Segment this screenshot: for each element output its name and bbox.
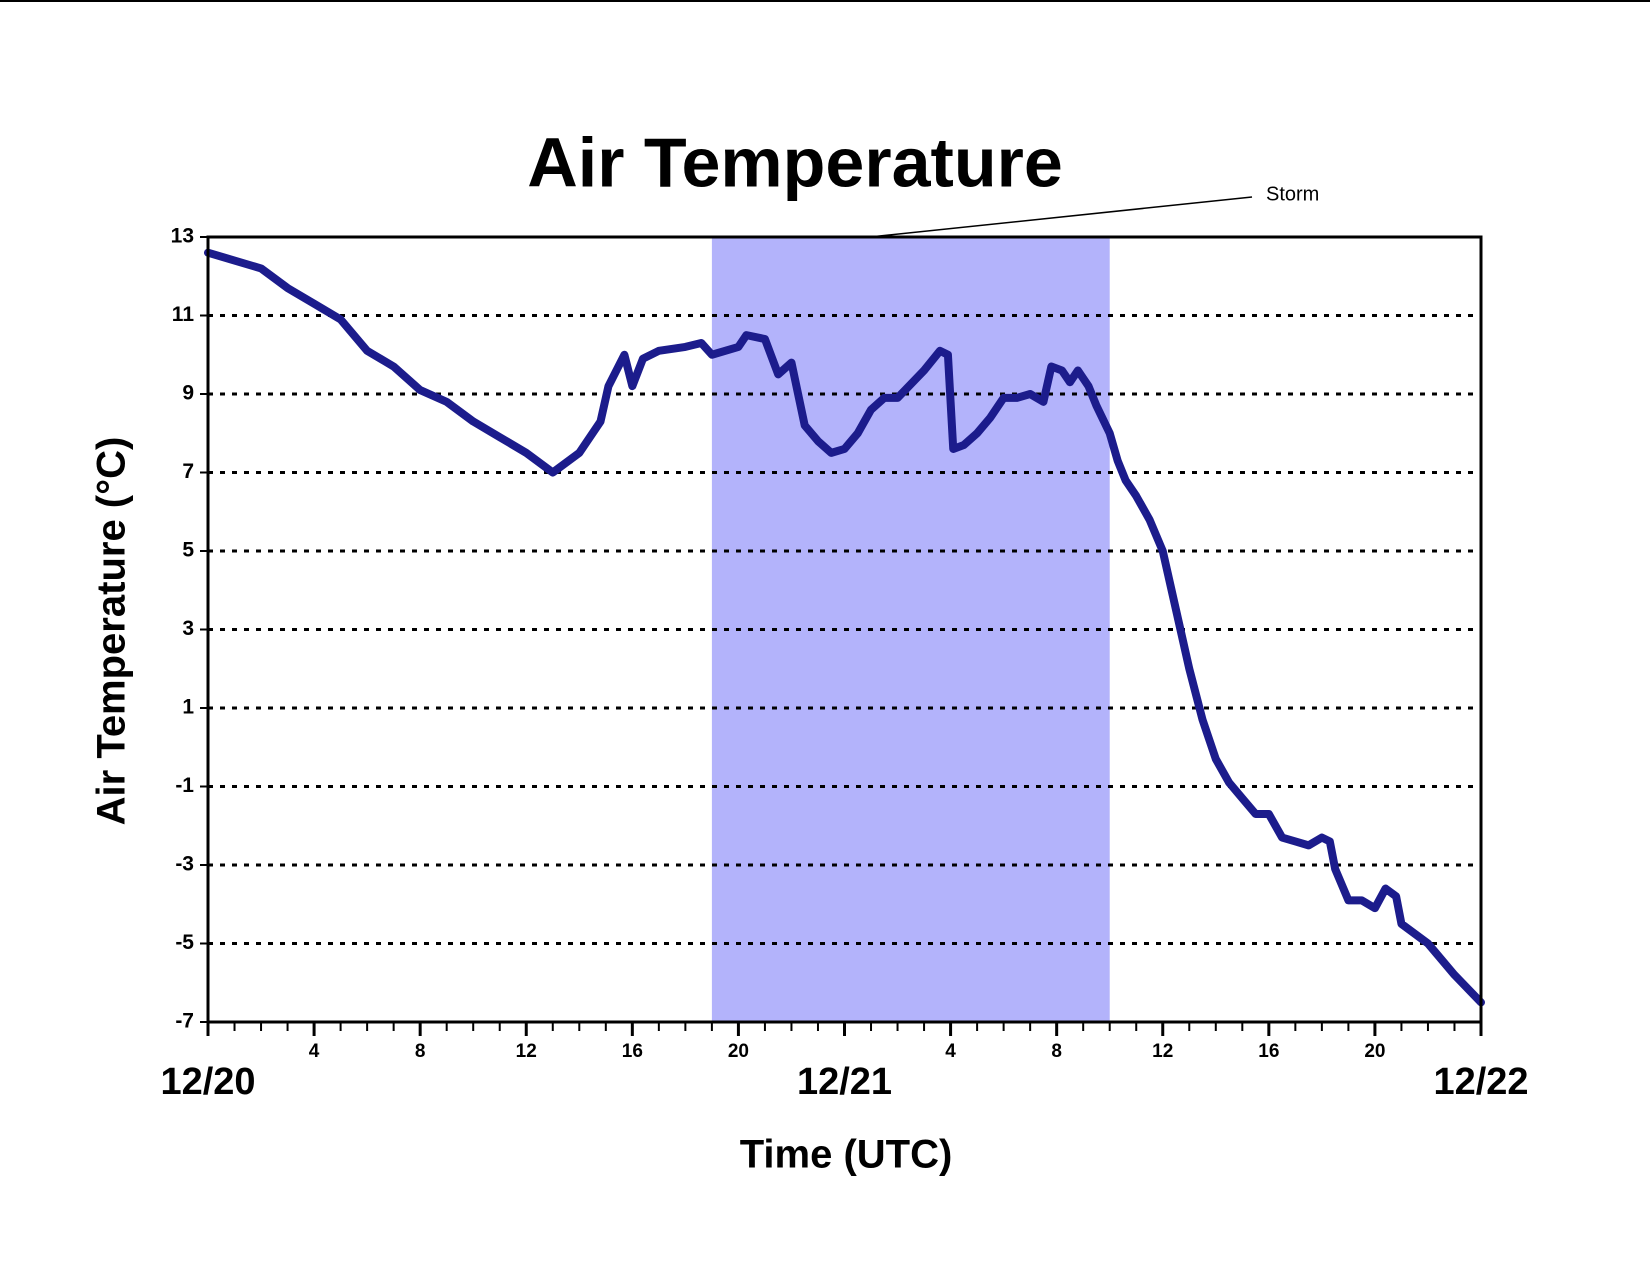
- x-tick-label: 16: [1258, 1041, 1279, 1062]
- annotation-text: Storm: [1266, 183, 1319, 205]
- y-tick-label: 11: [172, 303, 195, 326]
- y-tick-label: -3: [175, 853, 194, 876]
- x-tick-label: 16: [622, 1041, 643, 1062]
- y-tick-label: -7: [175, 1010, 194, 1033]
- y-tick-label: 1: [182, 696, 194, 719]
- chart-title: Air Temperature: [527, 123, 1063, 201]
- y-tick-label: -5: [175, 931, 194, 954]
- temperature-line: [204, 248, 1485, 1007]
- plot-frame: [206, 235, 1483, 1024]
- y-tick-label: 3: [182, 617, 194, 640]
- x-tick-label: 12: [516, 1041, 537, 1062]
- x-tick-label: 20: [1364, 1041, 1385, 1062]
- y-tick-label: 7: [182, 460, 194, 483]
- x-date-label: 12/21: [797, 1061, 892, 1103]
- x-tick-label: 4: [945, 1041, 956, 1062]
- x-tick-label: 4: [309, 1041, 320, 1062]
- y-axis-label: Air Temperature (°C): [90, 437, 134, 826]
- x-tick-label: 8: [415, 1041, 426, 1062]
- x-tick-label: 20: [728, 1041, 749, 1062]
- annotation-line: [869, 196, 1253, 238]
- x-date-label: 12/20: [160, 1061, 255, 1103]
- y-tick-label: 9: [182, 382, 194, 405]
- y-tick-label: 5: [182, 539, 194, 562]
- y-tick-label: -1: [175, 774, 194, 797]
- x-tick-label: 8: [1051, 1041, 1062, 1062]
- x-axis-label: Time (UTC): [740, 1133, 953, 1177]
- x-tick-label: 12: [1152, 1041, 1173, 1062]
- x-date-label: 12/22: [1433, 1061, 1528, 1103]
- y-tick-label: 13: [171, 225, 194, 248]
